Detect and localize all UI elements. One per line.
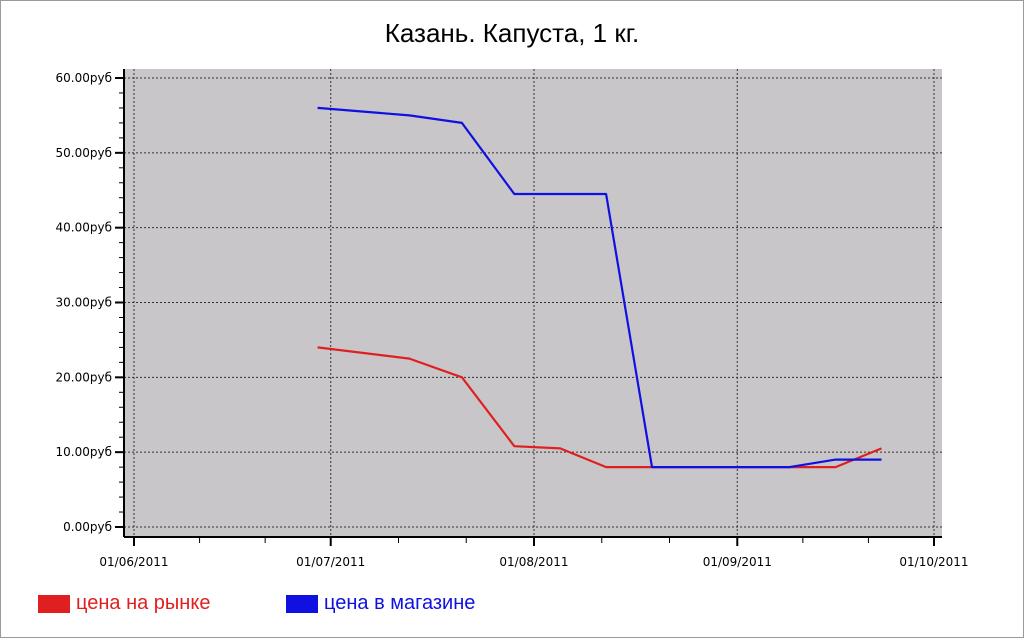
legend-swatch-store <box>286 594 318 613</box>
y-tick-label: 0.00руб <box>63 520 112 534</box>
series-line-1 <box>317 106 882 469</box>
x-tick-label: 01/10/2011 <box>899 555 968 569</box>
y-tick-label: 50.00руб <box>56 146 112 160</box>
legend-label-market: цена на рынке <box>76 592 211 614</box>
y-tick-label: 30.00руб <box>56 296 112 310</box>
chart-title: Казань. Капуста, 1 кг. <box>384 18 640 48</box>
legend-item-market: цена на рынке <box>38 592 210 615</box>
x-tick-label: 01/08/2011 <box>499 555 568 569</box>
series-lines <box>317 106 882 469</box>
grid-lines <box>124 69 942 537</box>
series-line-0 <box>317 346 882 469</box>
x-tick-label: 01/09/2011 <box>703 555 772 569</box>
x-tick-label: 01/07/2011 <box>296 555 365 569</box>
axes: 01/06/2011 01/07/2011 01/08/2011 01/09/2011… <box>56 69 969 569</box>
y-tick-label: 40.00руб <box>56 221 112 235</box>
y-tick-label: 20.00руб <box>56 370 112 384</box>
legend-label-store: цена в магазине <box>324 592 476 614</box>
y-tick-label: 60.00руб <box>56 71 112 85</box>
y-tick-label: 10.00руб <box>56 445 112 459</box>
legend-item-store: цена в магазине <box>286 592 475 615</box>
legend-swatch-market <box>38 594 70 613</box>
x-tick-label: 01/06/2011 <box>99 555 168 569</box>
